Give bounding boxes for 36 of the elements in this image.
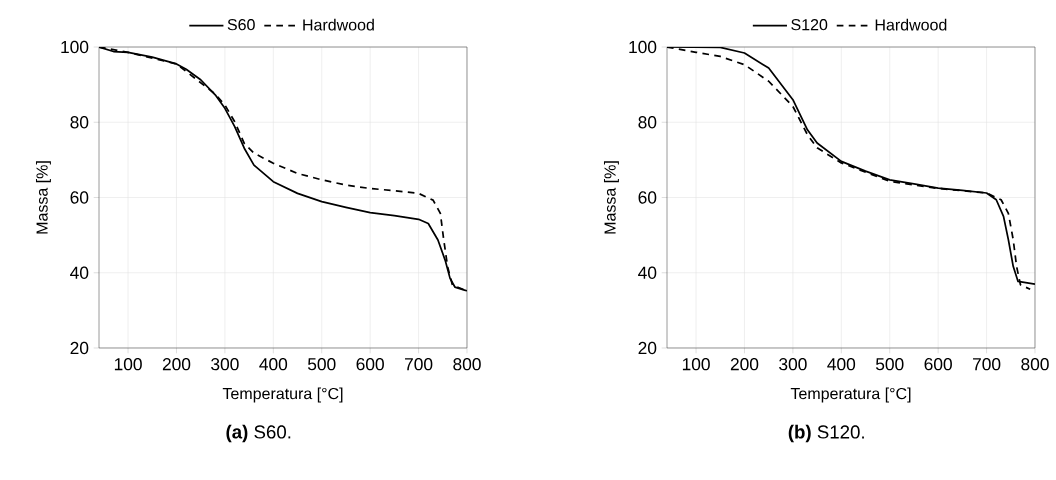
y-tick-label: 40 [638, 266, 657, 279]
x-axis-title: Temperatura [°C] [790, 387, 911, 403]
y-axis-title: Massa [%] [35, 161, 51, 234]
y-tick-label: 80 [70, 116, 89, 129]
x-tick-label: 100 [682, 358, 710, 371]
legend-label: S120 [791, 19, 828, 31]
x-tick-label: 600 [924, 358, 952, 371]
y-tick-label: 60 [638, 191, 657, 204]
x-tick-label: 300 [211, 358, 239, 371]
y-tick-label: 20 [70, 341, 89, 355]
text: (b) S120. [788, 424, 864, 443]
text: (a) S60. [226, 424, 291, 443]
x-tick-label: 300 [779, 358, 807, 371]
x-axis-title: Temperatura [°C] [222, 387, 343, 403]
x-tick-label: 200 [162, 358, 191, 371]
y-tick-label: 100 [61, 40, 89, 54]
y-tick-label: 100 [629, 40, 657, 54]
x-tick-label: 500 [307, 358, 336, 371]
x-tick-label: 400 [259, 358, 288, 371]
legend-label: Hardwood [875, 18, 947, 31]
x-tick-label: 200 [730, 358, 759, 371]
y-axis-title: Massa [%] [603, 161, 619, 234]
legend-label: S60 [227, 19, 255, 31]
legend-label: Hardwood [303, 18, 374, 31]
x-tick-label: 400 [827, 358, 856, 371]
y-tick-label: 40 [70, 266, 89, 279]
x-tick-label: 800 [453, 358, 481, 371]
y-tick-label: 20 [638, 341, 657, 355]
x-tick-label: 500 [875, 358, 904, 371]
x-tick-label: 800 [1021, 358, 1049, 371]
x-tick-label: 600 [356, 358, 384, 371]
x-tick-label: 100 [114, 358, 142, 371]
y-tick-label: 80 [638, 116, 657, 129]
x-tick-label: 700 [973, 358, 1001, 371]
x-tick-label: 700 [405, 358, 433, 371]
y-tick-label: 60 [70, 191, 89, 204]
